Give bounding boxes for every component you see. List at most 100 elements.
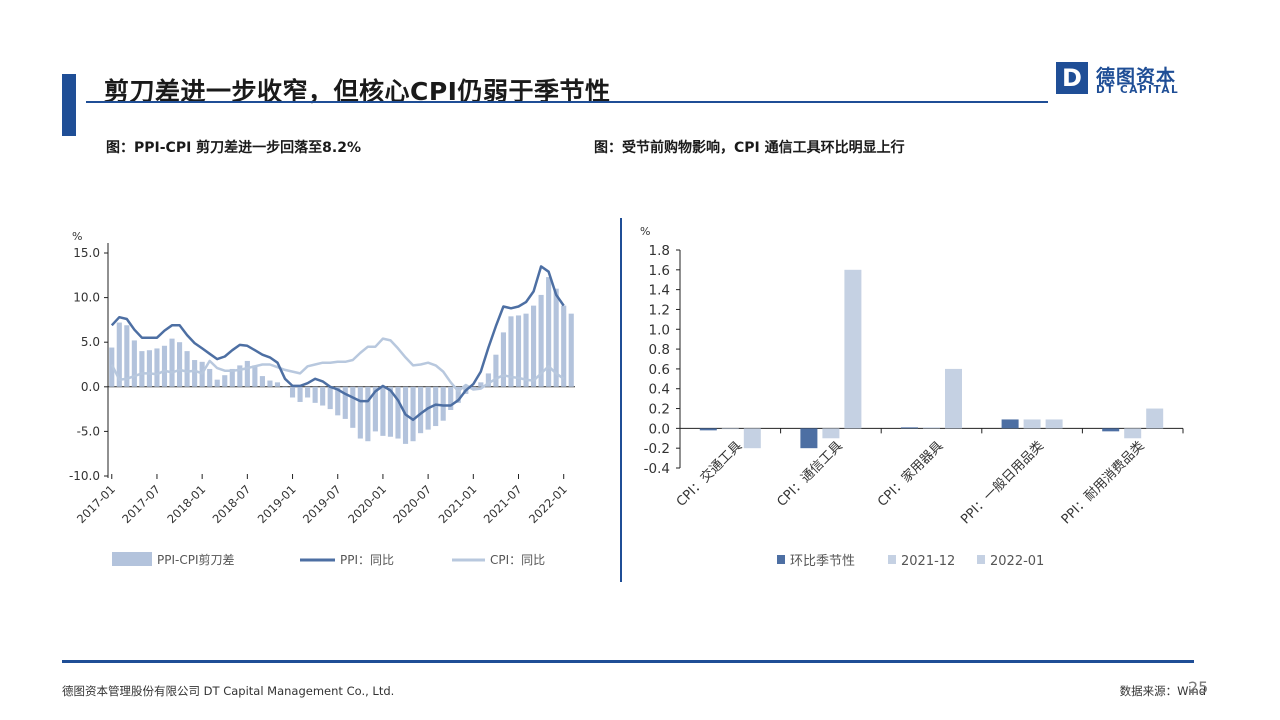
scissors-bar — [237, 365, 243, 387]
category-label: PPI：一般日用品类 — [957, 438, 1046, 527]
x-tick-label: 2021-01 — [436, 482, 480, 526]
scissors-bar — [327, 386, 333, 410]
scissors-bar — [131, 340, 137, 387]
title-underline — [86, 101, 1048, 103]
logo-chinese-name: 德图资本 — [1096, 66, 1177, 88]
scissors-bar — [433, 386, 439, 427]
legend-label-cpi: CPI：同比 — [490, 553, 545, 567]
category-label: PPI：耐用消费品类 — [1059, 439, 1148, 528]
bar-seasonal — [1001, 419, 1019, 429]
right-chart-caption: 图：受节前购物影响，CPI 通信工具环比明显上行 — [594, 140, 905, 156]
scissors-bar — [342, 386, 348, 419]
y-tick-label: 0.6 — [649, 362, 670, 378]
data-source: 数据来源：Wind — [1119, 684, 1206, 698]
legend-label-ppi: PPI：同比 — [340, 553, 394, 567]
bar-2021-12 — [721, 428, 739, 430]
y-tick-label: 15.0 — [73, 246, 100, 260]
scissors-bar — [546, 277, 552, 387]
scissors-bar — [297, 386, 303, 402]
scissors-bar — [259, 376, 265, 387]
bar-seasonal — [800, 428, 818, 449]
category-label: CPI：家用器具 — [874, 438, 946, 510]
scissors-bar — [214, 379, 220, 387]
x-tick-label: 2020-01 — [345, 482, 389, 526]
y-tick-label: -5.0 — [77, 424, 100, 438]
legend-swatch-2021-12 — [888, 555, 896, 564]
scissors-bar — [320, 386, 326, 406]
scissors-bar — [312, 386, 318, 403]
scissors-bar — [124, 325, 130, 387]
scissors-bar — [515, 315, 522, 387]
bar-2021-12 — [822, 428, 840, 439]
scissors-bar — [493, 354, 499, 387]
scissors-bar — [169, 338, 175, 387]
scissors-bar — [305, 386, 311, 398]
scissors-bar — [229, 368, 235, 387]
y-tick-label: 0.0 — [81, 380, 100, 394]
scissors-bar — [267, 380, 273, 387]
x-tick-label: 2019-07 — [300, 482, 344, 526]
legend-label-2022-01: 2022-01 — [990, 554, 1044, 569]
bar-2021-12 — [1124, 428, 1142, 439]
y-tick-label: 1.6 — [649, 263, 670, 279]
scissors-bar — [161, 345, 168, 387]
logo-english-name: DT CAPITAL — [1096, 84, 1180, 96]
scissors-bar — [380, 386, 386, 436]
bar-2022-01 — [844, 269, 862, 429]
scissors-bar — [222, 375, 228, 387]
ppi-yoy-line — [110, 265, 565, 422]
bar-2022-01 — [945, 368, 962, 429]
y-tick-label: 1.8 — [649, 243, 670, 259]
legend-swatch-2022-01 — [977, 555, 985, 564]
y-tick-label: 1.2 — [649, 302, 670, 318]
legend-label-scissors: PPI-CPI剪刀差 — [157, 552, 235, 567]
bar-2022-01 — [743, 428, 761, 449]
footer-company: 德图资本管理股份有限公司 DT Capital Management Co., … — [62, 684, 395, 698]
scissors-bar — [244, 360, 250, 387]
y-tick-label: 1.4 — [649, 283, 670, 299]
category-label: CPI：通信工具 — [774, 439, 845, 510]
scissors-bar — [335, 386, 341, 416]
scissors-bar — [478, 382, 484, 387]
legend-label-seasonal: 环比季节性 — [790, 554, 855, 569]
x-tick-label: 2018-07 — [210, 482, 254, 526]
scissors-bar — [561, 305, 567, 387]
y-unit-label: % — [640, 225, 650, 238]
x-tick-label: 2021-07 — [481, 482, 525, 526]
category-label: CPI：交通工具 — [673, 438, 745, 510]
scissors-bar — [448, 386, 454, 410]
cpi-yoy-line — [110, 337, 565, 393]
y-tick-label: 1.0 — [649, 322, 670, 338]
scissors-bar — [274, 382, 281, 387]
chart-divider — [620, 218, 622, 582]
x-tick-label: 2019-01 — [255, 482, 299, 526]
scissors-bar — [372, 386, 378, 432]
legend-label-2021-12: 2021-12 — [901, 554, 955, 569]
scissors-bar — [176, 342, 183, 387]
y-tick-label: 5.0 — [81, 335, 100, 349]
scissors-bar — [395, 386, 401, 439]
scissors-bar — [568, 313, 574, 387]
y-unit-label: % — [72, 230, 82, 243]
scissors-bar — [192, 360, 198, 387]
scissors-bar — [365, 386, 371, 442]
scissors-bar — [440, 386, 446, 421]
scissors-bar — [146, 350, 152, 387]
legend-swatch-seasonal — [777, 555, 785, 564]
bar-2022-01 — [1146, 408, 1164, 429]
scissors-bar — [508, 316, 514, 387]
scissors-bar — [523, 313, 529, 387]
scissors-bar — [184, 351, 190, 387]
bar-2021-12 — [1023, 419, 1041, 429]
x-tick-label: 2018-01 — [164, 482, 208, 526]
scissors-bar — [410, 386, 416, 442]
scissors-bar — [282, 386, 288, 388]
scissors-bar — [500, 332, 507, 387]
scissors-bar — [418, 386, 424, 434]
page-number: 25 — [1188, 678, 1209, 697]
x-tick-label: 2020-07 — [390, 482, 434, 526]
scissors-bar — [350, 386, 356, 428]
y-tick-label: 0.2 — [649, 402, 670, 418]
scissors-bar — [485, 373, 491, 387]
scissors-bar — [553, 288, 559, 387]
